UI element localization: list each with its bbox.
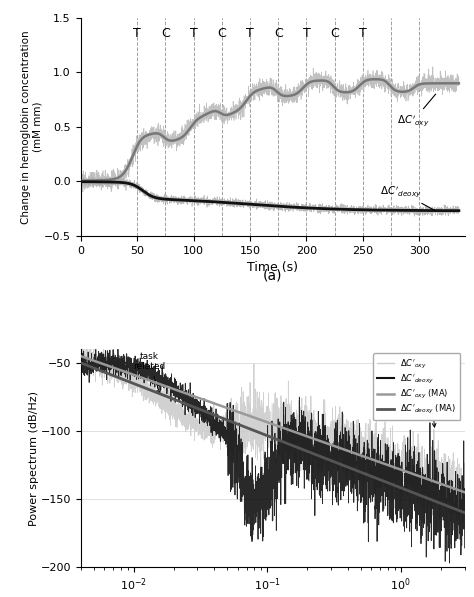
Text: C: C — [330, 27, 339, 39]
Text: task
related: task related — [133, 352, 165, 393]
Text: T: T — [302, 27, 310, 39]
Text: C: C — [161, 27, 170, 39]
Text: T: T — [246, 27, 254, 39]
Text: C: C — [218, 27, 226, 39]
Text: T: T — [133, 27, 141, 39]
Text: $\Delta C'_{deoxy}$: $\Delta C'_{deoxy}$ — [380, 184, 435, 211]
Text: step
related: step related — [412, 353, 444, 427]
Y-axis label: Power spectrum (dB/Hz): Power spectrum (dB/Hz) — [29, 390, 39, 526]
Text: T: T — [190, 27, 197, 39]
X-axis label: Time (s): Time (s) — [247, 261, 298, 274]
Text: C: C — [274, 27, 283, 39]
Text: (a): (a) — [263, 269, 283, 282]
Text: T: T — [359, 27, 367, 39]
Y-axis label: Change in hemoglobin concentration
(mM mm): Change in hemoglobin concentration (mM m… — [21, 30, 43, 224]
Legend: $\Delta C'_{oxy}$, $\Delta C'_{deoxy}$, $\Delta C'_{oxy}$ (MA), $\Delta C'_{deox: $\Delta C'_{oxy}$, $\Delta C'_{deoxy}$, … — [373, 353, 460, 420]
Text: $\Delta C'_{oxy}$: $\Delta C'_{oxy}$ — [397, 94, 436, 128]
